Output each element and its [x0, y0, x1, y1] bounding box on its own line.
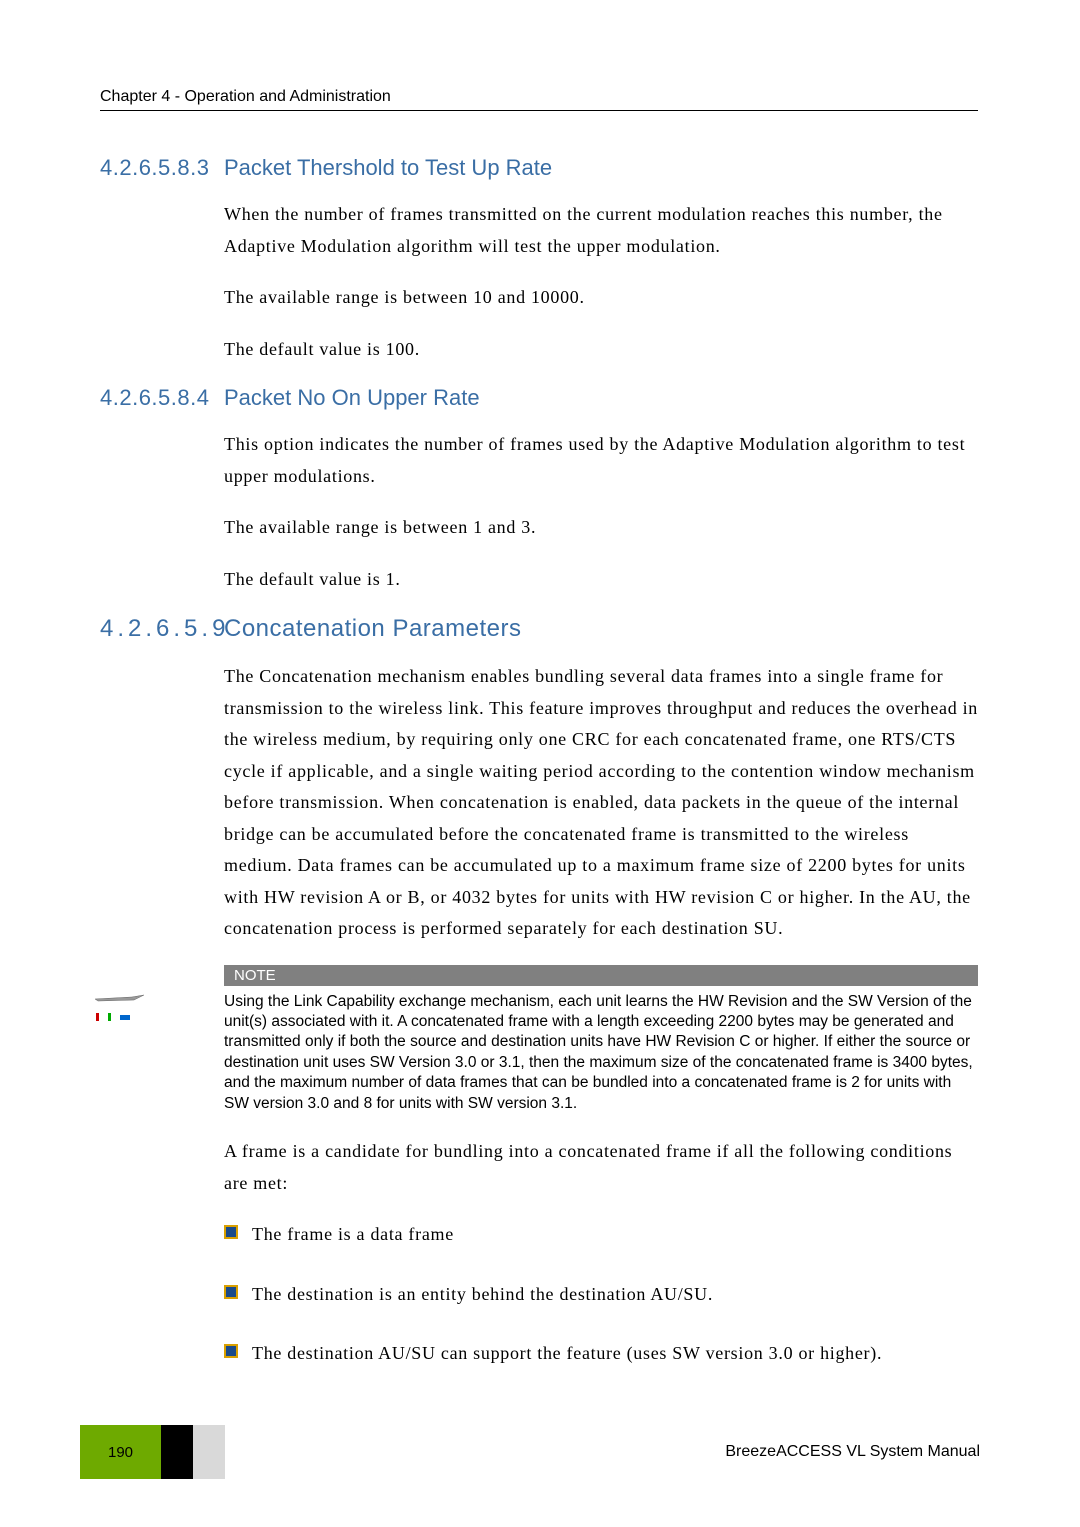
paragraph: The default value is 1.: [224, 564, 978, 596]
bullet-icon: [224, 1225, 238, 1239]
footer-decoration: [161, 1425, 193, 1479]
paragraph: This option indicates the number of fram…: [224, 429, 978, 492]
list-item: The destination is an entity behind the …: [224, 1279, 978, 1311]
note-label: NOTE: [224, 965, 978, 986]
chapter-header: Chapter 4 - Operation and Administration: [100, 88, 978, 111]
list-text: The frame is a data frame: [252, 1219, 454, 1251]
section-heading: 4.2.6.5.8.3 Packet Thershold to Test Up …: [100, 155, 978, 181]
paragraph: The default value is 100.: [224, 334, 978, 366]
list-text: The destination is an entity behind the …: [252, 1279, 713, 1311]
note-text: Using the Link Capability exchange mecha…: [224, 986, 978, 1115]
paragraph: A frame is a candidate for bundling into…: [224, 1136, 978, 1199]
footer-decoration: [193, 1425, 225, 1479]
bullet-icon: [224, 1344, 238, 1358]
page-content: Chapter 4 - Operation and Administration…: [100, 88, 978, 1398]
section-heading: 4.2.6.5.9 Concatenation Parameters: [100, 615, 978, 643]
manual-title: BreezeACCESS VL System Manual: [725, 1443, 980, 1461]
section-number: 4.2.6.5.9: [100, 615, 224, 643]
section-heading: 4.2.6.5.8.4 Packet No On Upper Rate: [100, 385, 978, 411]
section-title: Packet Thershold to Test Up Rate: [224, 155, 552, 181]
bullet-icon: [224, 1285, 238, 1299]
section-title: Concatenation Parameters: [224, 615, 522, 643]
list-item: The destination AU/SU can support the fe…: [224, 1338, 978, 1370]
section-number: 4.2.6.5.8.3: [100, 155, 224, 181]
page-number-text: 190: [108, 1444, 133, 1461]
list-text: The destination AU/SU can support the fe…: [252, 1338, 882, 1370]
paragraph: The Concatenation mechanism enables bund…: [224, 661, 978, 945]
note-block: NOTE Using the Link Capability exchange …: [100, 965, 978, 1115]
list-item: The frame is a data frame: [224, 1219, 978, 1251]
paragraph: The available range is between 10 and 10…: [224, 282, 978, 314]
section-number: 4.2.6.5.8.4: [100, 385, 224, 411]
footer-bar: 190: [80, 1425, 225, 1479]
paragraph: When the number of frames transmitted on…: [224, 199, 978, 262]
paragraph: The available range is between 1 and 3.: [224, 512, 978, 544]
section-title: Packet No On Upper Rate: [224, 385, 480, 411]
page-number: 190: [80, 1425, 161, 1479]
note-icon: [94, 993, 148, 1030]
